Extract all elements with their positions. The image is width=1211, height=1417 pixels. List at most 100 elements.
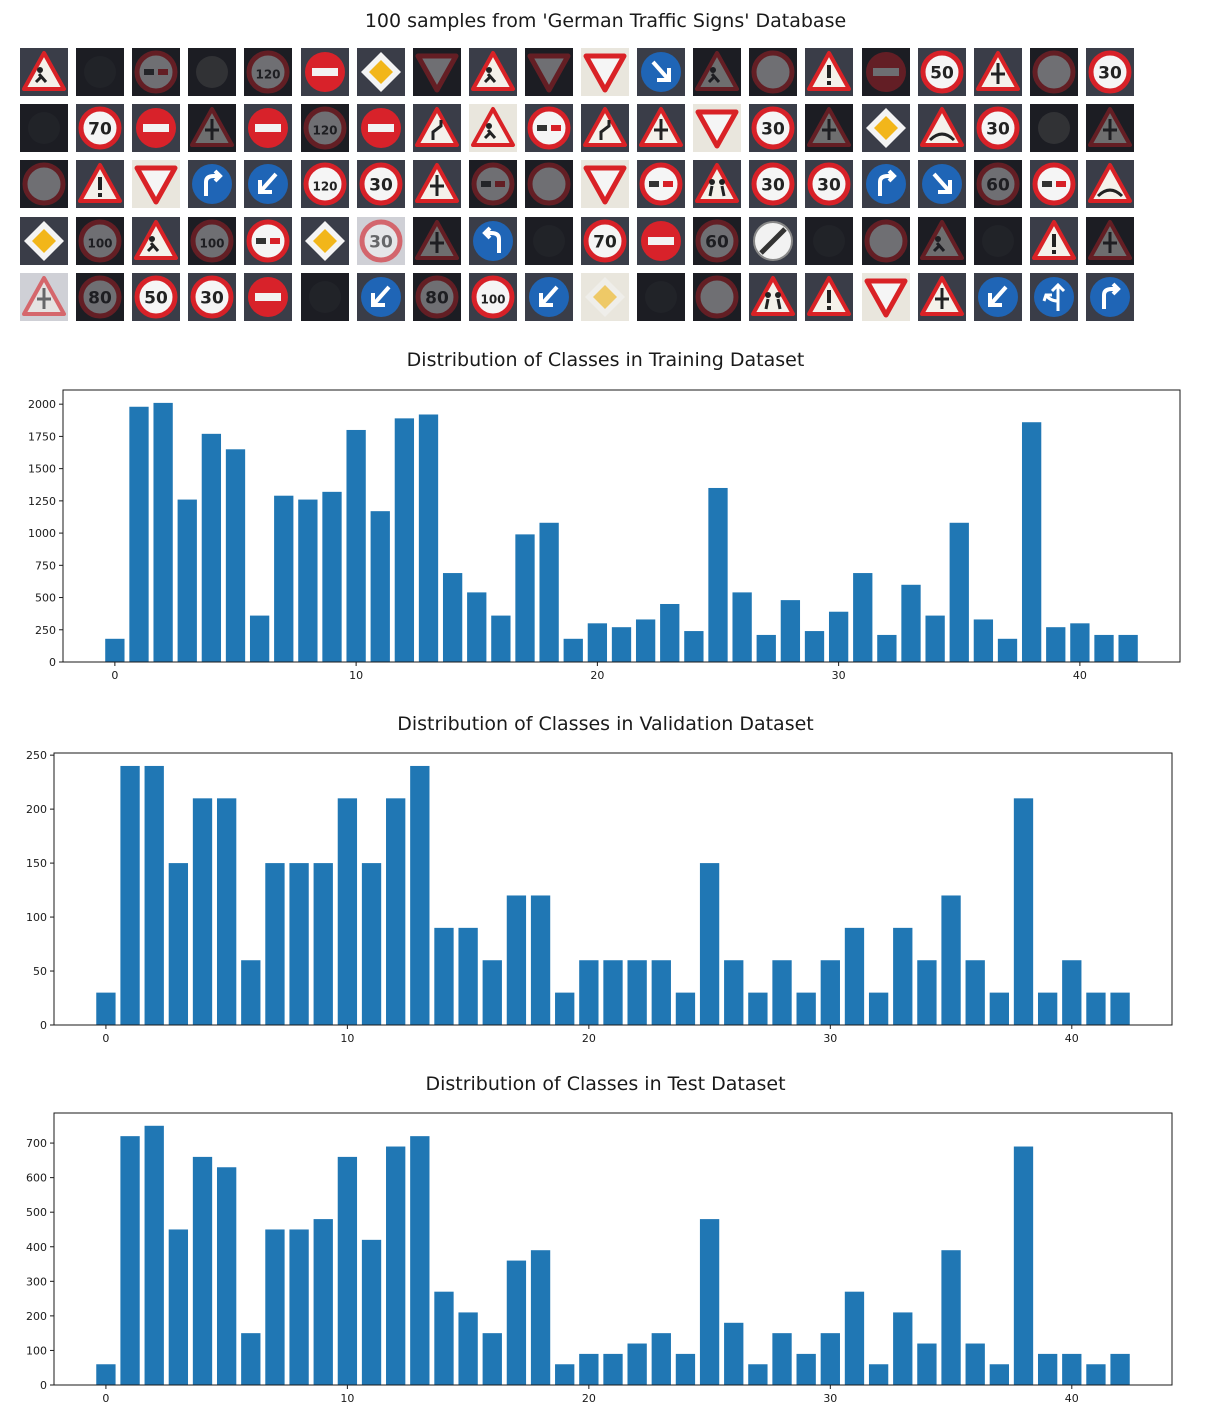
bar xyxy=(346,429,366,662)
bar xyxy=(660,603,680,662)
svg-text:70: 70 xyxy=(88,120,112,140)
y-tick-label: 2000 xyxy=(28,398,56,411)
sample-thumbnail xyxy=(917,216,966,265)
bar xyxy=(627,960,647,1025)
sample-thumbnail xyxy=(805,104,854,153)
x-tick-label: 10 xyxy=(340,1392,354,1405)
bar xyxy=(216,798,237,1025)
bar xyxy=(949,522,969,662)
bar xyxy=(394,418,415,662)
sample-thumbnail xyxy=(637,216,686,265)
bar xyxy=(120,1136,140,1385)
bar xyxy=(410,1136,430,1385)
bar xyxy=(442,573,463,662)
sample-thumbnail xyxy=(805,48,854,96)
bar xyxy=(177,499,197,662)
y-tick-label: 600 xyxy=(26,1172,47,1185)
sample-thumbnail xyxy=(637,104,686,153)
sample-thumbnail xyxy=(524,48,573,96)
sample-thumbnail xyxy=(1085,272,1134,321)
y-tick-label: 250 xyxy=(26,749,47,762)
bar xyxy=(1062,960,1082,1025)
x-tick-label: 30 xyxy=(823,1032,837,1045)
sample-thumbnail xyxy=(917,104,966,153)
samples-title: 100 samples from 'German Traffic Signs' … xyxy=(364,10,847,32)
chart-title-test: Distribution of Classes in Test Dataset xyxy=(425,1073,786,1095)
bar xyxy=(941,1250,961,1385)
x-tick-label: 40 xyxy=(1065,1032,1079,1045)
bar xyxy=(370,511,390,662)
sample-thumbnail xyxy=(20,104,68,153)
bar xyxy=(699,863,720,1025)
bar xyxy=(274,495,294,662)
sample-thumbnail xyxy=(973,48,1022,96)
bar xyxy=(724,960,744,1025)
x-tick-label: 0 xyxy=(102,1392,109,1405)
y-tick-label: 1500 xyxy=(28,463,56,476)
bar xyxy=(901,584,921,662)
bar xyxy=(796,992,816,1025)
sample-thumbnail xyxy=(300,216,349,265)
plot-frame xyxy=(62,389,1181,663)
svg-text:30: 30 xyxy=(986,120,1010,140)
bar xyxy=(289,1229,309,1385)
sample-thumbnail xyxy=(749,48,798,96)
bar xyxy=(1094,634,1114,662)
svg-text:30: 30 xyxy=(200,288,224,308)
svg-text:30: 30 xyxy=(369,176,393,196)
bar xyxy=(853,573,873,662)
bar xyxy=(844,927,865,1025)
bar xyxy=(579,1353,599,1385)
sample-thumbnail xyxy=(581,104,629,153)
bar-chart-svg: 0 100 200 300 400 500 600 700 0 10 20 30 40 xyxy=(26,1112,1173,1405)
sample-thumbnail: 100 xyxy=(468,272,517,321)
bar xyxy=(780,600,801,662)
y-tick-label: 750 xyxy=(35,559,56,572)
bar xyxy=(361,1239,382,1385)
sample-thumbnail: 30 xyxy=(973,104,1022,153)
plot-frame xyxy=(53,752,1173,1026)
sample-thumbnail: 30 xyxy=(749,160,798,209)
bar xyxy=(635,619,656,662)
x-tick-label: 40 xyxy=(1065,1392,1079,1405)
x-tick-label: 10 xyxy=(349,669,363,682)
bar xyxy=(579,960,599,1025)
bar xyxy=(216,1167,237,1385)
x-tick-label: 40 xyxy=(1073,669,1087,682)
y-tick-label: 500 xyxy=(35,592,56,605)
sample-thumbnail xyxy=(244,104,293,153)
sample-thumbnail xyxy=(1085,104,1134,153)
svg-text:60: 60 xyxy=(986,176,1010,196)
bar xyxy=(675,1353,696,1385)
bar xyxy=(418,414,439,662)
sample-thumbnail xyxy=(805,216,854,265)
sample-thumbnail: 80 xyxy=(412,272,461,321)
x-tick-label: 10 xyxy=(340,1032,354,1045)
bar xyxy=(241,1333,261,1385)
y-tick-label: 700 xyxy=(26,1137,47,1150)
sample-thumbnail: 60 xyxy=(973,160,1022,209)
bar xyxy=(506,1260,527,1385)
bar xyxy=(144,765,164,1025)
bar xyxy=(249,615,270,662)
sample-thumbnail: 60 xyxy=(693,216,742,265)
bar xyxy=(265,1229,285,1385)
y-tick-label: 0 xyxy=(40,1379,47,1392)
sample-thumbnail: 30 xyxy=(356,216,405,265)
sample-thumbnail: 30 xyxy=(1085,48,1134,96)
svg-text:80: 80 xyxy=(425,288,449,308)
bar xyxy=(684,631,704,662)
bar xyxy=(1070,623,1090,662)
sample-thumbnail xyxy=(861,160,910,209)
sample-thumbnail xyxy=(973,272,1022,321)
bar xyxy=(965,1343,985,1385)
bar xyxy=(627,1343,647,1385)
sample-thumbnail xyxy=(300,272,349,321)
sample-thumbnail xyxy=(132,104,181,153)
bar xyxy=(732,592,752,662)
sample-thumbnail xyxy=(1029,216,1078,265)
sample-thumbnail xyxy=(412,160,461,209)
bar xyxy=(201,433,222,662)
bar xyxy=(917,1343,937,1385)
sample-thumbnail: 50 xyxy=(132,272,181,321)
